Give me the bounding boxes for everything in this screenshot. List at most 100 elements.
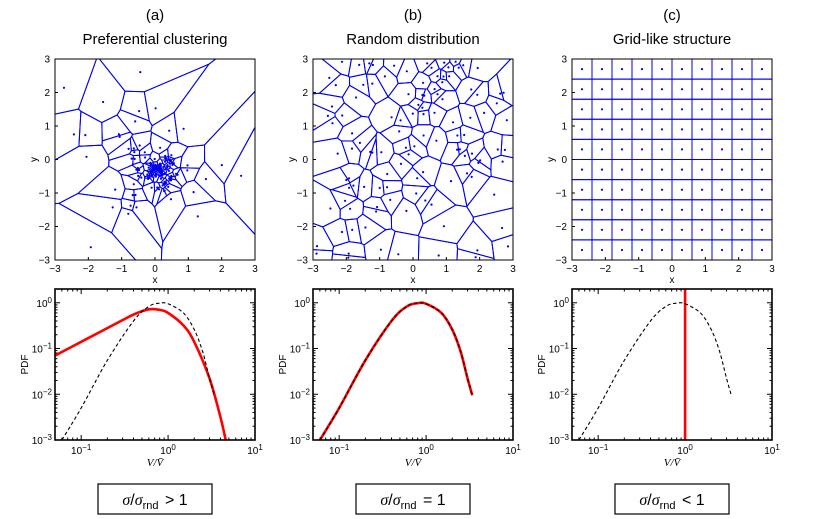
data-point	[398, 130, 401, 133]
data-point	[700, 168, 704, 171]
data-point	[760, 168, 764, 171]
voronoi-cell	[313, 179, 341, 228]
voronoi-cell	[467, 59, 512, 83]
y-tick-label: 10−2	[549, 387, 570, 401]
x-tick-label: −1	[374, 264, 386, 275]
data-point	[407, 153, 410, 156]
data-point	[204, 178, 207, 181]
data-point	[640, 88, 644, 91]
data-point	[154, 163, 157, 166]
voronoi-cell	[164, 155, 170, 162]
voronoi-cell	[401, 166, 432, 188]
voronoi-cell	[101, 131, 134, 156]
voronoi-cell	[334, 102, 363, 128]
data-point	[375, 210, 378, 213]
data-point	[433, 88, 436, 91]
data-point	[127, 212, 130, 215]
data-point	[700, 88, 704, 91]
data-point	[660, 248, 664, 252]
data-point	[341, 114, 344, 117]
data-point	[463, 154, 466, 157]
y-tick-label: 10−3	[549, 433, 570, 447]
data-point	[186, 169, 189, 172]
data-point	[118, 135, 121, 138]
voronoi-cell	[468, 157, 492, 178]
panel-b: (b) Random distribution −3 −2 −1 0 1 2 3 −3 −2 −1 0 1…	[278, 7, 521, 515]
voronoi-cell	[370, 174, 385, 199]
voronoi-cell	[57, 192, 123, 234]
series-group	[318, 301, 474, 440]
data-point	[620, 228, 624, 231]
data-point	[153, 157, 156, 161]
voronoi-cell	[318, 73, 351, 98]
x-axis-label: V/V̄	[405, 457, 423, 469]
data-point	[117, 133, 120, 136]
data-point	[426, 62, 429, 65]
pdf-plot: 10−1 100 101 10−3 10−2 10−1 100 PDF V/V̄	[20, 288, 263, 469]
x-tick-label: 101	[247, 443, 263, 457]
data-point	[358, 63, 361, 66]
data-point	[430, 203, 433, 206]
y-tick-label: 3	[302, 55, 308, 66]
data-point	[680, 88, 684, 91]
data-point	[149, 171, 152, 174]
voronoi-cell	[445, 70, 463, 92]
data-point	[501, 160, 504, 163]
data-point	[456, 148, 459, 151]
data-point	[240, 174, 243, 177]
data-point	[150, 172, 153, 175]
data-point	[344, 199, 347, 202]
data-point	[640, 168, 644, 171]
data-point	[700, 188, 704, 191]
data-point	[720, 248, 724, 252]
voronoi-cell	[313, 103, 336, 131]
data-point	[176, 173, 179, 176]
data-point	[62, 86, 66, 89]
data-point	[660, 88, 664, 91]
x-tick-label: 10−1	[588, 443, 609, 457]
data-point	[85, 155, 88, 158]
data-point	[476, 249, 479, 252]
y-tick-label: 0	[302, 155, 308, 166]
data-point	[740, 248, 744, 252]
voronoi-cell	[347, 59, 367, 78]
data-point	[437, 254, 440, 257]
data-point	[136, 166, 139, 170]
data-point	[336, 152, 339, 155]
y-axis-label: PDF	[537, 355, 548, 375]
data-point	[470, 175, 473, 178]
voronoi-cell	[131, 199, 164, 250]
x-axis-label: x	[670, 275, 675, 286]
data-point	[138, 110, 141, 113]
data-point	[640, 148, 644, 151]
data-point	[580, 188, 584, 191]
data-point	[349, 207, 352, 210]
data-point	[600, 248, 604, 252]
x-tick-label: −2	[83, 264, 95, 275]
data-point	[720, 148, 724, 151]
pdf-plot: 10−1 100 101 10−3 10−2 10−1 100 PDF V/V̄	[278, 288, 521, 469]
data-point	[680, 68, 684, 71]
voronoi-cell	[444, 126, 462, 144]
data-point	[138, 144, 141, 147]
data-point	[495, 102, 498, 105]
data-point	[340, 230, 344, 234]
voronoi-cell	[388, 152, 414, 181]
y-tick-label: −2	[297, 222, 309, 233]
x-tick-label: 2	[219, 264, 225, 275]
voronoi-cell	[472, 207, 513, 243]
y-tick-label: 1	[44, 122, 50, 133]
series-random-reference-	[61, 302, 215, 440]
voronoi-cell	[179, 144, 206, 169]
panel-title: Random distribution	[346, 31, 479, 48]
pdf-plot: 10−1 100 101 10−3 10−2 10−1 100 PDF V/V̄	[537, 288, 780, 469]
data-point	[160, 167, 163, 170]
data-point	[334, 84, 337, 87]
data-point	[640, 248, 644, 252]
x-tick-label: 2	[477, 264, 483, 275]
data-point	[600, 68, 604, 71]
voronoi-cell	[321, 59, 352, 77]
data-point	[700, 208, 704, 211]
voronoi-cell	[466, 175, 513, 218]
data-point	[156, 167, 159, 170]
